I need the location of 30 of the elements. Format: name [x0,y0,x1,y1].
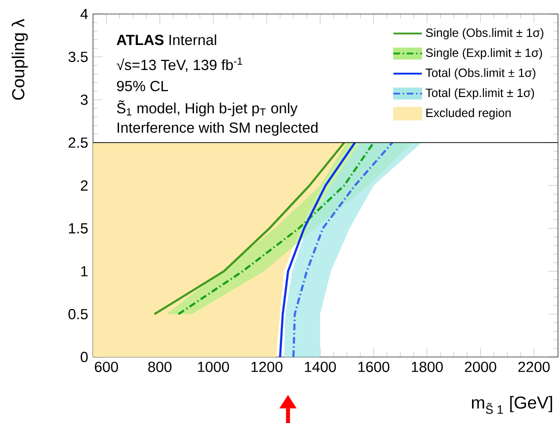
x-tick-label: 1600 [358,362,390,372]
annotation: 95% CL [117,80,168,92]
legend-label: Single (Obs.limit ± 1σ) [426,28,544,40]
x-tick-label: 600 [94,362,118,372]
y-axis-title: Coupling λ [12,18,28,100]
legend-label: Total (Obs.limit ± 1σ) [426,68,536,80]
legend-label: Single (Exp.limit ± 1σ) [426,48,542,60]
y-tick-label: 0.5 [68,308,88,320]
y-tick-label: 4 [80,8,88,20]
y-tick-label: 1.5 [69,223,88,234]
x-tick-label: 1800 [412,362,443,372]
x-tick-label: 2000 [464,362,496,372]
y-tick-label: 1 [81,266,88,276]
y-tick-label: 2.5 [68,137,88,148]
y-tick-label: 0 [80,352,88,362]
x-tick-label: 1400 [304,362,336,372]
x-axis-title: m$_{S̃ 1}$ [GeV] [472,396,552,414]
x-tick-label: 800 [148,362,172,372]
annotation: Interference with SM neglected [118,122,318,136]
legend-label: Excluded region [426,108,511,120]
y-tick-label: 2 [80,180,88,191]
y-tick-label: 3 [80,94,88,105]
annotation: ATLAS Internal [116,34,216,46]
y-tick-label: 3.5 [68,52,88,62]
x-tick-label: 1000 [198,362,229,372]
annotation: √s=13 TeV, 139 fb$^{-1}$ [116,58,242,72]
annotation: S̃$_{1}$ model, High b-jet p$_{T}$ only [116,100,298,116]
x-tick-label: 1200 [252,362,282,372]
legend-label: Total (Exp.limit ± 1σ) [426,88,534,100]
x-tick-label: 2200 [518,362,550,372]
